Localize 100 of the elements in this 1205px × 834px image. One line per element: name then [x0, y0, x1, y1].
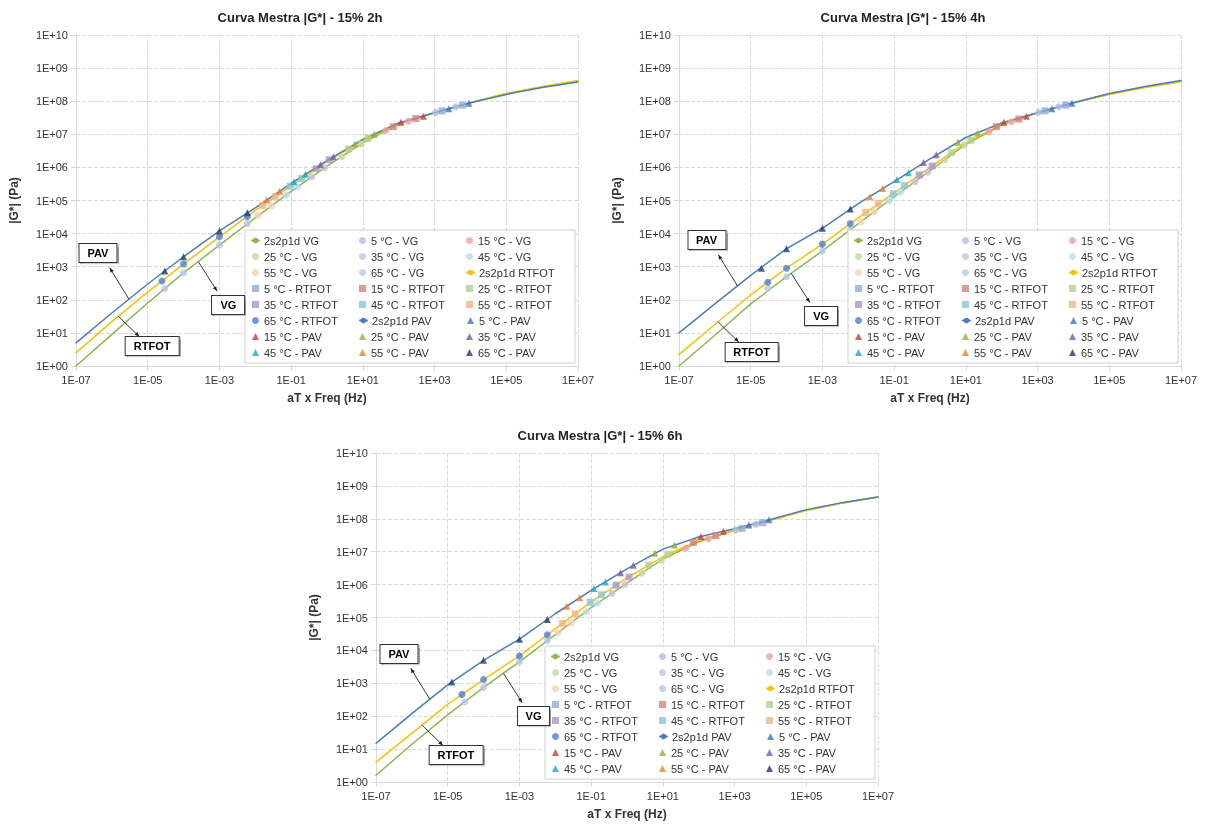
legend-label: 35 °C - VG — [671, 666, 725, 679]
x-tick-label: 1E+07 — [561, 373, 595, 386]
legend-label: 45 °C - RTFOT — [974, 298, 1049, 311]
annotation: VG — [804, 306, 839, 327]
x-tick-label: 1E-05 — [433, 789, 463, 802]
y-tick-label: 1E+08 — [335, 512, 368, 525]
legend-label: 2s2p1d RTFOT — [479, 266, 555, 279]
legend-label: 65 °C - RTFOT — [867, 314, 942, 327]
annotation: RTFOT — [124, 336, 180, 357]
y-tick-label: 1E+00 — [335, 776, 368, 788]
legend-label: 35 °C - PAV — [778, 746, 837, 759]
y-tick-label: 1E+10 — [35, 29, 68, 41]
legend-label: 55 °C - PAV — [371, 346, 430, 359]
x-tick-label: 1E+01 — [949, 373, 982, 386]
y-tick-label: 1E+00 — [35, 360, 68, 372]
legend-label: 55 °C - RTFOT — [478, 298, 553, 311]
x-axis-title: aT x Freq (Hz) — [287, 391, 367, 405]
x-tick-label: 1E-07 — [361, 789, 391, 802]
y-tick-label: 1E+05 — [638, 194, 671, 207]
y-tick-label: 1E+01 — [335, 743, 368, 756]
y-tick-label: 1E+06 — [638, 161, 671, 174]
legend-label: 25 °C - RTFOT — [478, 282, 553, 295]
legend-label: 2s2p1d VG — [867, 234, 923, 247]
y-tick-label: 1E+00 — [638, 360, 671, 372]
x-tick-label: 1E+03 — [1021, 373, 1054, 386]
x-tick-label: 1E-07 — [61, 373, 91, 386]
legend-label: 45 °C - VG — [778, 666, 832, 679]
y-tick-label: 1E+10 — [638, 29, 671, 41]
legend-label: 45 °C - PAV — [264, 346, 323, 359]
annotation: VG — [516, 706, 551, 727]
x-tick-label: 1E+05 — [1093, 373, 1126, 386]
legend-label: 65 °C - PAV — [1081, 346, 1140, 359]
y-tick-label: 1E+01 — [35, 326, 68, 339]
legend-label: 25 °C - VG — [264, 250, 318, 263]
y-tick-label: 1E+08 — [638, 95, 671, 108]
legend-label: 65 °C - VG — [671, 682, 725, 695]
legend-label: 25 °C - VG — [564, 666, 618, 679]
annotation: PAV — [379, 643, 419, 664]
legend-label: 5 °C - PAV — [479, 314, 532, 327]
y-tick-label: 1E+02 — [35, 293, 68, 306]
y-tick-label: 1E+07 — [35, 128, 68, 141]
legend-label: 55 °C - RTFOT — [1081, 298, 1156, 311]
x-tick-label: 1E-07 — [664, 373, 694, 386]
chart-title: Curva Mestra |G*| - 15% 6h — [517, 428, 683, 443]
legend-label: 15 °C - VG — [478, 234, 532, 247]
y-tick-label: 1E+10 — [335, 447, 368, 459]
legend-label: 5 °C - VG — [671, 650, 719, 663]
legend-label: 35 °C - RTFOT — [264, 298, 339, 311]
legend-label: 35 °C - VG — [974, 250, 1028, 263]
y-tick-label: 1E+02 — [638, 293, 671, 306]
legend-label: 15 °C - PAV — [264, 330, 323, 343]
y-tick-label: 1E+04 — [35, 227, 68, 240]
legend-label: 5 °C - PAV — [779, 730, 832, 743]
legend-label: 15 °C - VG — [778, 650, 832, 663]
y-tick-label: 1E+03 — [335, 677, 368, 690]
legend-label: 65 °C - RTFOT — [564, 730, 639, 743]
y-axis-title: |G*| (Pa) — [610, 177, 624, 224]
legend-label: 65 °C - VG — [371, 266, 425, 279]
legend-label: 25 °C - PAV — [671, 746, 730, 759]
x-tick-label: 1E-01 — [276, 373, 306, 386]
y-tick-label: 1E+09 — [35, 62, 68, 75]
chart-title: Curva Mestra |G*| - 15% 4h — [820, 10, 986, 25]
y-tick-label: 1E+03 — [638, 260, 671, 273]
legend-label: 2s2p1d RTFOT — [1082, 266, 1158, 279]
legend-label: 55 °C - VG — [867, 266, 921, 279]
legend-label: 5 °C - PAV — [1082, 314, 1135, 327]
legend-label: 45 °C - VG — [478, 250, 532, 263]
y-tick-label: 1E+07 — [638, 128, 671, 141]
legend-label: 35 °C - PAV — [478, 330, 537, 343]
legend-label: 2s2p1d PAV — [672, 730, 733, 743]
legend-label: 35 °C - RTFOT — [867, 298, 942, 311]
legend-label: 25 °C - VG — [867, 250, 921, 263]
legend-label: 35 °C - VG — [371, 250, 425, 263]
legend-label: 2s2p1d VG — [564, 650, 620, 663]
y-tick-label: 1E+04 — [335, 644, 368, 657]
legend-label: 45 °C - RTFOT — [671, 714, 746, 727]
annotation: RTFOT — [724, 341, 780, 362]
legend-label: 55 °C - PAV — [671, 762, 730, 775]
legend-label: 55 °C - VG — [564, 682, 618, 695]
legend-label: 25 °C - PAV — [974, 330, 1033, 343]
legend-label: 65 °C - PAV — [778, 762, 837, 775]
x-tick-label: 1E-05 — [133, 373, 163, 386]
y-tick-label: 1E+03 — [35, 260, 68, 273]
y-tick-label: 1E+01 — [638, 326, 671, 339]
legend-label: 25 °C - RTFOT — [778, 698, 853, 711]
legend-label: 5 °C - RTFOT — [264, 282, 333, 295]
x-tick-label: 1E+03 — [418, 373, 451, 386]
legend-label: 65 °C - PAV — [478, 346, 537, 359]
legend-label: 5 °C - VG — [974, 234, 1022, 247]
chart-title: Curva Mestra |G*| - 15% 2h — [217, 10, 383, 25]
x-tick-label: 1E+05 — [490, 373, 523, 386]
y-axis-title: |G*| (Pa) — [7, 177, 21, 224]
x-tick-label: 1E-01 — [879, 373, 909, 386]
x-tick-label: 1E+01 — [646, 789, 679, 802]
annotation: PAV — [78, 243, 118, 264]
legend-label: 15 °C - RTFOT — [671, 698, 746, 711]
legend-label: 45 °C - PAV — [564, 762, 623, 775]
legend-label: 35 °C - PAV — [1081, 330, 1140, 343]
legend-label: 15 °C - PAV — [564, 746, 623, 759]
annotation: VG — [211, 294, 246, 315]
